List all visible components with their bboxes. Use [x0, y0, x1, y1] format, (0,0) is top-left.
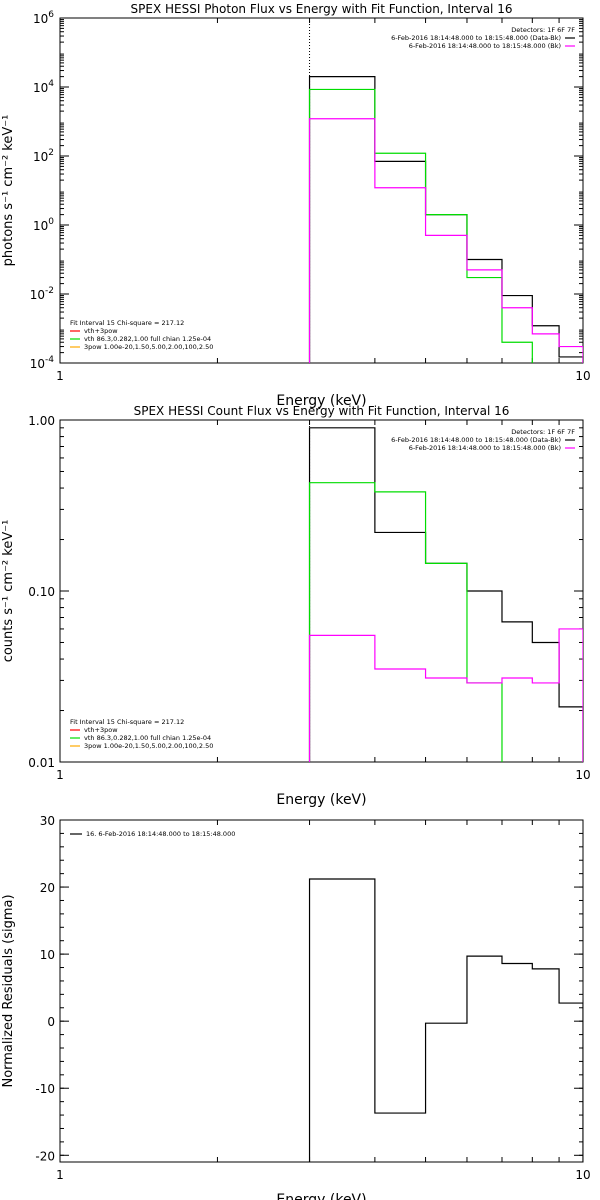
- series-line-2: [308, 88, 533, 363]
- y-tick-label: -20: [35, 1149, 55, 1163]
- legend-entry-label: vth+3pow: [84, 327, 118, 335]
- chart-panel-3: 1 10 Energy (keV) -20 -10 0 10 20 30 Normalized R…: [1, 814, 591, 1200]
- legend-entry-label: 16. 6-Feb-2016 18:14:48.000 to 18:15:48.…: [86, 830, 235, 838]
- y-tick-label: 1.00: [28, 414, 55, 428]
- legend-entry-label: vth 86.3,0.282,1.00 full chian 1.25e-04: [84, 734, 211, 742]
- x-tick-label: 1: [56, 768, 64, 782]
- plot-frame: [59, 819, 584, 1163]
- y-tick-label: 10-2: [30, 286, 54, 302]
- legend-entry-label: 6-Feb-2016 18:14:48.000 to 18:15:48.000 …: [391, 34, 561, 42]
- series-line-3: [308, 118, 583, 363]
- legend-header: Detectors: 1F 6F 7F: [511, 428, 575, 436]
- x-tick-label: 1: [56, 369, 64, 383]
- chart-title: SPEX HESSI Count Flux vs Energy with Fit…: [134, 404, 510, 418]
- y-tick-label: 102: [33, 148, 54, 164]
- x-tick-label: 10: [575, 369, 590, 383]
- legend-entry-label: 3pow 1.00e-20,1.50,5.00,2.00,100,2.50: [84, 742, 213, 750]
- x-axis-label: Energy (keV): [276, 792, 366, 808]
- legend-entry-label: 6-Feb-2016 18:14:48.000 to 18:15:48.000 …: [391, 436, 561, 444]
- legend-entry-label: 3pow 1.00e-20,1.50,5.00,2.00,100,2.50: [84, 343, 213, 351]
- data-area: [308, 878, 583, 1162]
- y-tick-label: -10: [35, 1082, 55, 1096]
- y-tick-label: 0: [47, 1015, 55, 1029]
- plot-frame: [59, 419, 584, 763]
- y-tick-label: 10: [40, 948, 55, 962]
- y-axis-label: Normalized Residuals (sigma): [1, 894, 16, 1087]
- legend-header: Detectors: 1F 6F 7F: [511, 26, 575, 34]
- series-line-2: [308, 482, 503, 762]
- chart-panel-1: SPEX HESSI Photon Flux vs Energy with Fi…: [1, 2, 591, 409]
- x-axis-label: Energy (keV): [276, 1192, 366, 1200]
- x-axis-label: Energy (keV): [276, 393, 366, 409]
- y-axis-label: photons s⁻¹ cm⁻² keV⁻¹: [1, 115, 16, 267]
- y-tick-label: 30: [40, 814, 55, 828]
- series-line-1: [308, 76, 583, 363]
- series-line-1: [308, 878, 583, 1162]
- legend-entry-label: 6-Feb-2016 18:14:48.000 to 18:15:48.000 …: [409, 444, 561, 452]
- y-tick-label: 0.01: [28, 756, 55, 770]
- x-tick-label: 1: [56, 1168, 64, 1182]
- y-tick-label: 0.10: [28, 585, 55, 599]
- data-area: [308, 76, 583, 363]
- chart-panel-2: SPEX HESSI Count Flux vs Energy with Fit…: [1, 404, 591, 808]
- chart-title: SPEX HESSI Photon Flux vs Energy with Fi…: [131, 2, 513, 16]
- y-tick-label: 20: [40, 881, 55, 895]
- y-tick-label: 100: [33, 217, 54, 233]
- legend-header: Fit Interval 15 Chi-square = 217.12: [70, 718, 184, 726]
- x-tick-label: 10: [575, 768, 590, 782]
- y-tick-label: 104: [33, 79, 54, 95]
- series-line-3: [308, 628, 583, 762]
- x-tick-label: 10: [575, 1168, 590, 1182]
- plot-frame: [59, 17, 584, 364]
- legend-header: Fit Interval 15 Chi-square = 217.12: [70, 319, 184, 327]
- legend-entry-label: 6-Feb-2016 18:14:48.000 to 18:15:48.000 …: [409, 42, 561, 50]
- legend-entry-label: vth+3pow: [84, 726, 118, 734]
- y-axis-label: counts s⁻¹ cm⁻² keV⁻¹: [1, 520, 16, 663]
- legend-entry-label: vth 86.3,0.282,1.00 full chian 1.25e-04: [84, 335, 211, 343]
- y-tick-label: 10-4: [30, 355, 55, 371]
- y-tick-label: 106: [33, 10, 54, 26]
- series-line-1: [308, 427, 583, 762]
- data-area: [308, 427, 583, 762]
